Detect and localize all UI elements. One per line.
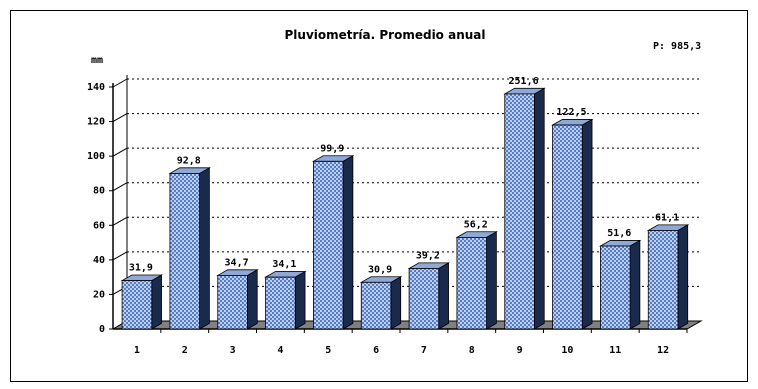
bar-side [438,262,449,330]
data-label: 31,9 [129,263,153,274]
y-axis-unit: mm [91,55,103,66]
x-tick-label: 7 [421,345,427,356]
x-tick-label: 1 [134,345,140,356]
y-tick-label: 80 [93,186,105,197]
data-label: 56,2 [464,219,488,230]
bar-side [677,224,689,330]
y-tick-label: 40 [93,255,105,266]
bar [217,275,248,330]
x-tick-label: 12 [657,345,669,356]
data-label: 122,5 [556,107,586,118]
bar [647,230,679,330]
y-tick-label: 0 [99,324,105,335]
bar-side [486,231,497,330]
bar [313,160,344,330]
bar-side [247,269,258,330]
bar-side [390,276,402,330]
bars: 31,9 92,8 34,7 34,1 99,9 30,9 39,2 56,2 251,6 122… [120,76,690,330]
x-tick-label: 11 [609,345,621,356]
data-label: 92,8 [177,155,201,166]
y-tick-label: 120 [87,117,105,128]
x-tick-label: 10 [561,345,573,356]
bar-side [294,270,306,330]
bar [456,236,487,330]
bar-group: 56,2 [455,219,498,330]
bar-group: 30,9 [359,264,403,330]
bar-group: 34,7 [216,257,259,330]
x-tick-label: 2 [182,345,188,356]
data-label: 30,9 [368,264,392,275]
bar [360,281,392,330]
total-annotation: P: 985,3 [653,41,701,52]
x-tick-label: 4 [277,345,283,356]
bar-side [151,274,162,330]
bar-group: 99,9 [311,143,355,330]
bar [552,124,583,330]
data-label: 61,1 [655,212,679,223]
bar [121,280,153,330]
data-label: 34,1 [272,259,296,270]
data-label: 251,6 [509,76,539,87]
data-label: 99,9 [320,143,344,154]
x-tick-label: 3 [230,345,236,356]
bar-group: 61,1 [646,212,690,330]
bar [265,276,296,330]
bar [169,173,200,330]
x-axis: 1 2 3 4 5 6 7 8 9 10 11 12 [134,329,688,356]
bar-group: 122,5 [551,107,594,330]
bar-side [629,239,641,330]
gridline-depth [112,113,128,123]
bar-group: 39,2 [407,251,451,330]
y-tick-label: 60 [93,220,105,231]
bar [504,93,535,330]
x-tick-label: 9 [517,345,523,356]
y-tick-label: 20 [93,289,105,300]
chart-frame: Pluviometría. Promedio anual P: 985,3 mm… [10,10,748,382]
bar-chart: Pluviometría. Promedio anual P: 985,3 mm… [87,28,703,356]
y-tick-label: 140 [87,82,105,93]
data-label: 34,7 [225,257,249,268]
x-tick-label: 8 [469,345,475,356]
bar-side [534,87,545,330]
x-tick-label: 6 [373,345,379,356]
data-label: 51,6 [607,228,631,239]
bar-side [199,167,210,330]
bar-group: 92,8 [168,155,211,330]
data-label: 39,2 [416,251,440,262]
bar-side [342,155,354,330]
bar-group: 251,6 [503,76,546,330]
bar-group: 51,6 [598,228,642,330]
gridline-depth [112,216,128,226]
gridline-depth [112,251,128,261]
bar-group: 34,1 [264,259,307,330]
x-tick-label: 5 [325,345,331,356]
bar-side [581,118,593,330]
bar-group: 31,9 [120,263,164,330]
gridline-depth [112,147,128,157]
gridline-depth [112,78,128,88]
gridline-depth [112,182,128,192]
chart-title: Pluviometría. Promedio anual [285,28,486,42]
bar [600,245,631,330]
y-tick-label: 100 [87,151,105,162]
bar [408,268,440,330]
